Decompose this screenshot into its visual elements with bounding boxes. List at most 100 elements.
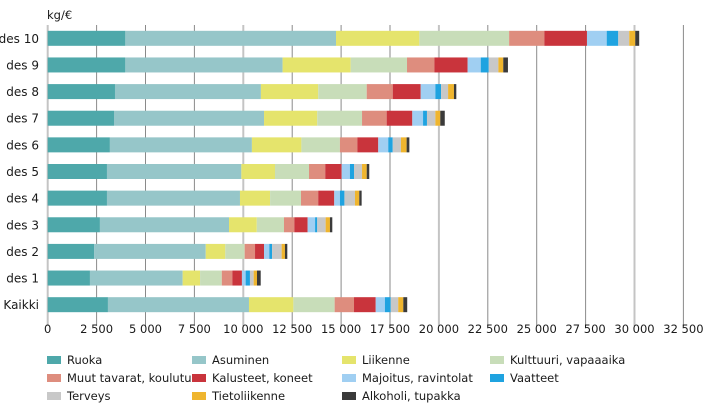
legend-item: Tietoliikenne [192, 388, 342, 404]
bar-segment [270, 190, 302, 206]
bar-segment [406, 137, 410, 153]
bar-segment [480, 57, 489, 73]
x-tick-label: 12 500 [272, 322, 312, 336]
bar-segment [366, 84, 393, 100]
bar-segment [301, 137, 340, 153]
bar-segment [403, 297, 408, 313]
bar-segment [488, 57, 499, 73]
bar-segment [200, 270, 222, 286]
bar-segment [47, 243, 95, 259]
bar-segment [334, 190, 340, 206]
bar-segment [281, 243, 285, 259]
bar-segment [274, 164, 310, 179]
legend-label: Terveys [67, 389, 111, 403]
bar-segment [251, 137, 302, 153]
bar-segment [244, 243, 256, 259]
bar-segment [420, 84, 436, 100]
bar-segment [467, 57, 481, 73]
bar-segment [255, 243, 265, 259]
legend-swatch [490, 374, 504, 382]
bar-segment [245, 270, 250, 286]
bar-segment [388, 137, 393, 153]
x-tick-label: 15 000 [321, 322, 361, 336]
bar-segment [125, 30, 337, 46]
bar-segment [264, 243, 270, 259]
bar-segment [283, 217, 295, 233]
bar-segment [94, 243, 206, 259]
legend-swatch [192, 356, 206, 364]
category-label: des 6 [6, 138, 39, 152]
bar-segment [301, 190, 319, 206]
bar-segment [398, 297, 404, 313]
x-tick-label: 5 000 [129, 322, 162, 336]
legend-label: Alkoholi, tupakka [362, 389, 461, 403]
bar-segment [339, 137, 358, 153]
bar-segment [47, 110, 115, 126]
bar-segment [354, 190, 360, 206]
bar-segment [435, 84, 442, 100]
bar-segment [318, 190, 335, 206]
bar-segment [106, 164, 242, 179]
bar-segment [318, 84, 367, 100]
bar-segment [182, 270, 201, 286]
x-tick-label: 27 500 [565, 322, 605, 336]
bar-segment [544, 30, 587, 46]
category-label: des 2 [6, 245, 39, 259]
bar-segment [362, 164, 367, 179]
bar-segment [239, 190, 271, 206]
bar-segment [400, 137, 407, 153]
bar-segment [503, 57, 508, 73]
legend-item: Kalusteet, koneet [192, 370, 342, 386]
bar-segment [205, 243, 226, 259]
bar-segment [107, 297, 249, 313]
bar-segment [241, 164, 275, 179]
bar-segment [341, 164, 350, 179]
bar-segment [336, 30, 420, 46]
legend-label: Tietoliikenne [212, 389, 286, 403]
x-tick-label: 0 [44, 322, 51, 336]
bar-segment [317, 217, 326, 233]
bar-segment [586, 30, 607, 46]
bar-segment [221, 270, 233, 286]
bar-segment [375, 297, 385, 313]
bar-segment [350, 57, 408, 73]
bar-segment [325, 217, 330, 233]
bar-segment [359, 190, 362, 206]
bar-segment [269, 243, 273, 259]
bar-segment [317, 110, 363, 126]
bar-segment [362, 110, 387, 126]
bar-segment [384, 297, 391, 313]
legend-swatch [47, 392, 61, 400]
legend-swatch [47, 356, 61, 364]
category-label: des 5 [6, 165, 39, 179]
x-tick-label: 30 000 [614, 322, 654, 336]
bar-segment [334, 297, 355, 313]
x-tick-label: 20 000 [419, 322, 459, 336]
bar-segment [344, 190, 355, 206]
bar-segment [225, 243, 245, 259]
bar-segment [307, 217, 316, 233]
bar-segment [256, 217, 284, 233]
bar-segment [453, 84, 457, 100]
bar-segment [47, 164, 107, 179]
legend-swatch [342, 356, 356, 364]
legend-swatch [490, 356, 504, 364]
legend-label: Majoitus, ravintolat [362, 371, 473, 385]
bar-segment [47, 57, 126, 73]
bar-segment [109, 137, 252, 153]
legend-item: Asuminen [192, 352, 342, 368]
legend-item: Terveys [47, 388, 192, 404]
legend-swatch [47, 374, 61, 382]
category-label: des 3 [6, 218, 39, 232]
bar-segment [440, 110, 445, 126]
bar-segment [47, 270, 90, 286]
bar-segment [89, 270, 183, 286]
bar-segment [509, 30, 545, 46]
category-label: des 7 [6, 112, 39, 126]
bar-segment [448, 84, 454, 100]
bar-segment [606, 30, 619, 46]
x-tick-labels: 0 2 500 5 000 7 500 10 000 12 500 15 000 17 500… [44, 322, 703, 336]
bar-segment [272, 243, 282, 259]
bar-segment [354, 164, 363, 179]
bar-segment [378, 137, 389, 153]
